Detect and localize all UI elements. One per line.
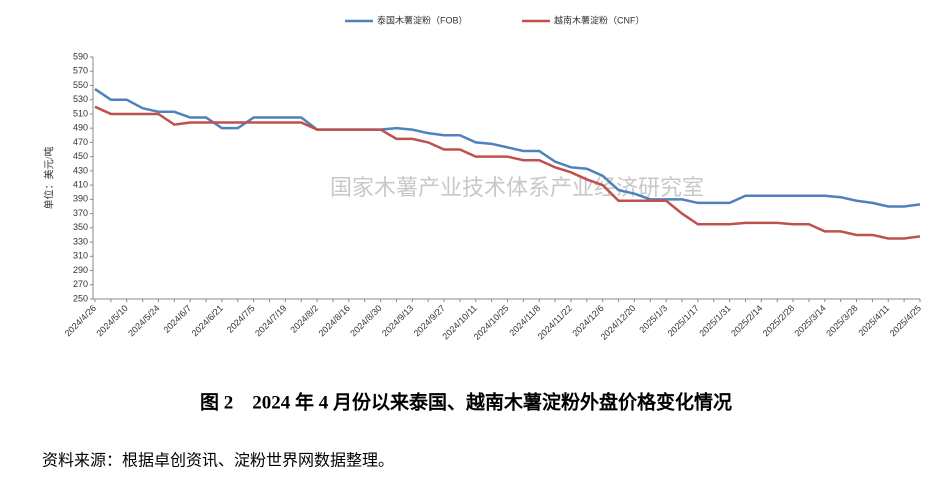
x-tick-label: 2025/4/25 bbox=[888, 303, 923, 338]
y-tick-label: 510 bbox=[73, 108, 88, 118]
legend-label: 泰国木薯淀粉（FOB） bbox=[377, 14, 468, 25]
x-tick-label: 2025/3/14 bbox=[793, 303, 828, 338]
x-tick-label: 2024/5/10 bbox=[94, 303, 129, 338]
series-line bbox=[94, 87, 921, 208]
caption: 图 2 2024 年 4 月份以来泰国、越南木薯淀粉外盘价格变化情况 bbox=[200, 390, 732, 413]
source: 资料来源：根据卓创资讯、淀粉世界网数据整理。 bbox=[42, 452, 394, 470]
x-tick-label: 2025/2/28 bbox=[761, 303, 796, 338]
y-axis-label: 单位：美元/吨 bbox=[42, 147, 55, 210]
x-tick-label: 2024/7/5 bbox=[225, 303, 257, 335]
y-tick-label: 490 bbox=[73, 123, 88, 133]
x-tick-label: 2024/4/26 bbox=[63, 303, 98, 338]
x-tick-label: 2025/4/11 bbox=[856, 303, 891, 338]
y-tick-label: 250 bbox=[73, 293, 88, 303]
legend-label: 越南木薯淀粉（CNF） bbox=[554, 14, 645, 25]
watermark: 国家木薯产业技术体系产业经济研究室 bbox=[330, 175, 704, 200]
x-tick-label: 2024/9/13 bbox=[380, 303, 415, 338]
y-tick-label: 450 bbox=[73, 151, 88, 161]
y-tick-label: 410 bbox=[73, 179, 88, 189]
x-tick-label: 2024/8/30 bbox=[348, 303, 383, 338]
series-line bbox=[94, 105, 921, 240]
x-tick-label: 2025/1/17 bbox=[666, 303, 701, 338]
x-tick-label: 2024/11/22 bbox=[536, 303, 574, 341]
y-tick-label: 570 bbox=[73, 66, 88, 76]
y-tick-label: 390 bbox=[73, 194, 88, 204]
y-tick-label: 350 bbox=[73, 222, 88, 232]
x-tick-label: 2025/1/3 bbox=[637, 303, 669, 335]
y-tick-label: 290 bbox=[73, 265, 88, 275]
y-tick-label: 310 bbox=[73, 251, 88, 261]
x-tick-label: 2024/6/21 bbox=[190, 303, 225, 338]
x-tick-label: 2024/6/7 bbox=[161, 303, 193, 335]
x-tick-label: 2024/5/24 bbox=[126, 303, 161, 338]
x-tick-label: 2024/7/19 bbox=[253, 303, 288, 338]
y-tick-label: 330 bbox=[73, 236, 88, 246]
y-tick-label: 430 bbox=[73, 165, 88, 175]
x-tick-label: 2025/2/14 bbox=[729, 303, 764, 338]
y-tick-label: 550 bbox=[73, 80, 88, 90]
x-tick-label: 2024/8/2 bbox=[288, 303, 320, 335]
y-tick-label: 470 bbox=[73, 137, 88, 147]
y-tick-label: 370 bbox=[73, 208, 88, 218]
x-tick-label: 2025/1/31 bbox=[697, 303, 732, 338]
x-tick-label: 2025/3/28 bbox=[824, 303, 859, 338]
x-tick-label: 2024/8/16 bbox=[317, 303, 352, 338]
y-tick-label: 530 bbox=[73, 94, 88, 104]
y-tick-label: 270 bbox=[73, 279, 88, 289]
y-tick-label: 590 bbox=[73, 51, 88, 61]
